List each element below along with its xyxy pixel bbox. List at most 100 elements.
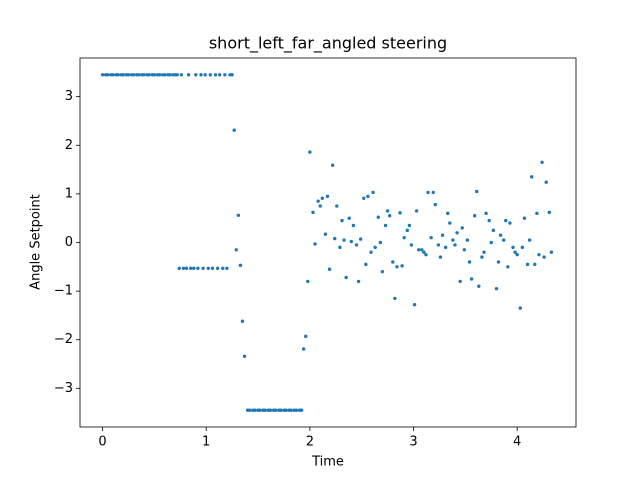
point [347,216,351,220]
point [196,266,200,270]
point [152,73,157,77]
point [333,236,337,241]
point [376,215,380,219]
point [489,240,493,245]
point [496,260,501,264]
point [344,275,348,280]
point [208,73,213,77]
point [443,245,448,250]
point [354,243,359,247]
y-tick-label: −3 [54,381,73,396]
point [537,252,541,257]
point [175,73,179,77]
point [157,73,162,77]
point [482,250,486,254]
point [535,211,539,216]
point [451,238,455,242]
point [225,266,229,270]
point [313,242,317,246]
point [253,408,257,412]
point [540,160,544,164]
point [395,265,399,269]
point [201,266,205,270]
point [460,226,464,230]
point [181,266,186,270]
point [533,262,537,267]
point [498,233,503,237]
y-tick-label: −1 [54,284,73,299]
point [248,408,252,412]
point [100,73,105,77]
x-tick-label: 0 [98,435,106,450]
point [472,214,477,218]
point [400,264,404,268]
point [210,266,215,270]
point [465,238,470,242]
point [306,279,310,284]
point [407,223,412,228]
point [325,194,330,199]
point [436,243,441,247]
point [518,306,522,310]
point [422,250,426,254]
point [549,250,554,254]
point [126,73,131,77]
point [203,73,207,77]
point [304,334,308,339]
point [511,245,515,250]
point [279,408,283,412]
point [168,73,172,77]
point [116,73,120,77]
point [330,163,335,167]
point [163,73,167,77]
y-tick-label: 1 [65,186,73,201]
point [318,204,322,208]
point [273,408,278,412]
point [426,190,430,195]
point [299,408,304,412]
point [223,73,227,77]
point [405,228,409,233]
point [111,73,115,77]
point [475,189,479,194]
point [184,266,189,270]
point [142,73,146,77]
x-tick-label: 3 [409,435,417,450]
point [412,303,417,307]
chart-title: short_left_far_angled steering [209,34,447,54]
point [494,286,499,291]
point [308,150,312,154]
point [469,277,474,281]
x-tick-label: 4 [513,435,521,450]
point [542,255,546,259]
point [221,266,225,270]
point [358,237,363,241]
y-tick-label: 3 [65,89,73,104]
point [316,199,320,203]
point [513,250,517,254]
plot-frame [79,57,577,428]
point [121,73,125,77]
point [349,239,354,244]
point [284,408,288,412]
point [409,243,414,247]
point [236,213,241,217]
point [230,73,234,77]
point [393,296,397,301]
y-tick-label: −2 [54,332,73,347]
point [311,210,315,215]
point [131,73,136,77]
point [188,266,193,270]
point [506,265,510,269]
x-tick-label: 2 [306,435,314,450]
point [431,190,435,195]
point [383,223,388,228]
point [364,262,368,267]
y-tick-label: 2 [65,138,73,153]
point [380,269,385,274]
point [301,347,306,351]
point [199,73,203,77]
point [398,211,402,215]
point [342,238,346,242]
